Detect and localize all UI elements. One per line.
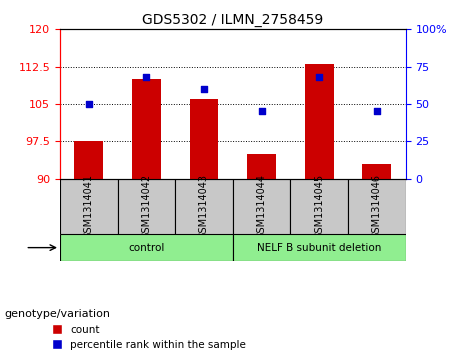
- FancyBboxPatch shape: [290, 179, 348, 234]
- Bar: [132, 79, 161, 179]
- Text: GSM1314046: GSM1314046: [372, 174, 382, 239]
- FancyBboxPatch shape: [348, 179, 406, 234]
- Bar: [247, 154, 276, 179]
- FancyBboxPatch shape: [175, 179, 233, 234]
- Point: [315, 74, 323, 80]
- FancyBboxPatch shape: [60, 234, 233, 261]
- Text: GSM1314041: GSM1314041: [84, 174, 94, 239]
- Text: GSM1314044: GSM1314044: [257, 174, 266, 239]
- Text: GSM1314042: GSM1314042: [142, 174, 151, 239]
- FancyBboxPatch shape: [60, 179, 118, 234]
- FancyBboxPatch shape: [233, 179, 290, 234]
- Point: [142, 74, 150, 80]
- Text: genotype/variation: genotype/variation: [5, 309, 111, 319]
- Text: NELF B subunit deletion: NELF B subunit deletion: [257, 242, 381, 253]
- Text: control: control: [128, 242, 165, 253]
- FancyBboxPatch shape: [233, 234, 406, 261]
- Text: GSM1314043: GSM1314043: [199, 174, 209, 239]
- FancyBboxPatch shape: [118, 179, 175, 234]
- Point: [85, 101, 92, 107]
- Point: [200, 86, 207, 92]
- Point: [373, 109, 381, 114]
- Bar: [74, 142, 103, 179]
- Bar: [362, 164, 391, 179]
- Legend: count, percentile rank within the sample: count, percentile rank within the sample: [42, 321, 250, 354]
- Bar: [189, 99, 219, 179]
- Point: [258, 109, 266, 114]
- Text: GSM1314045: GSM1314045: [314, 174, 324, 239]
- Bar: [305, 64, 334, 179]
- Title: GDS5302 / ILMN_2758459: GDS5302 / ILMN_2758459: [142, 13, 324, 26]
